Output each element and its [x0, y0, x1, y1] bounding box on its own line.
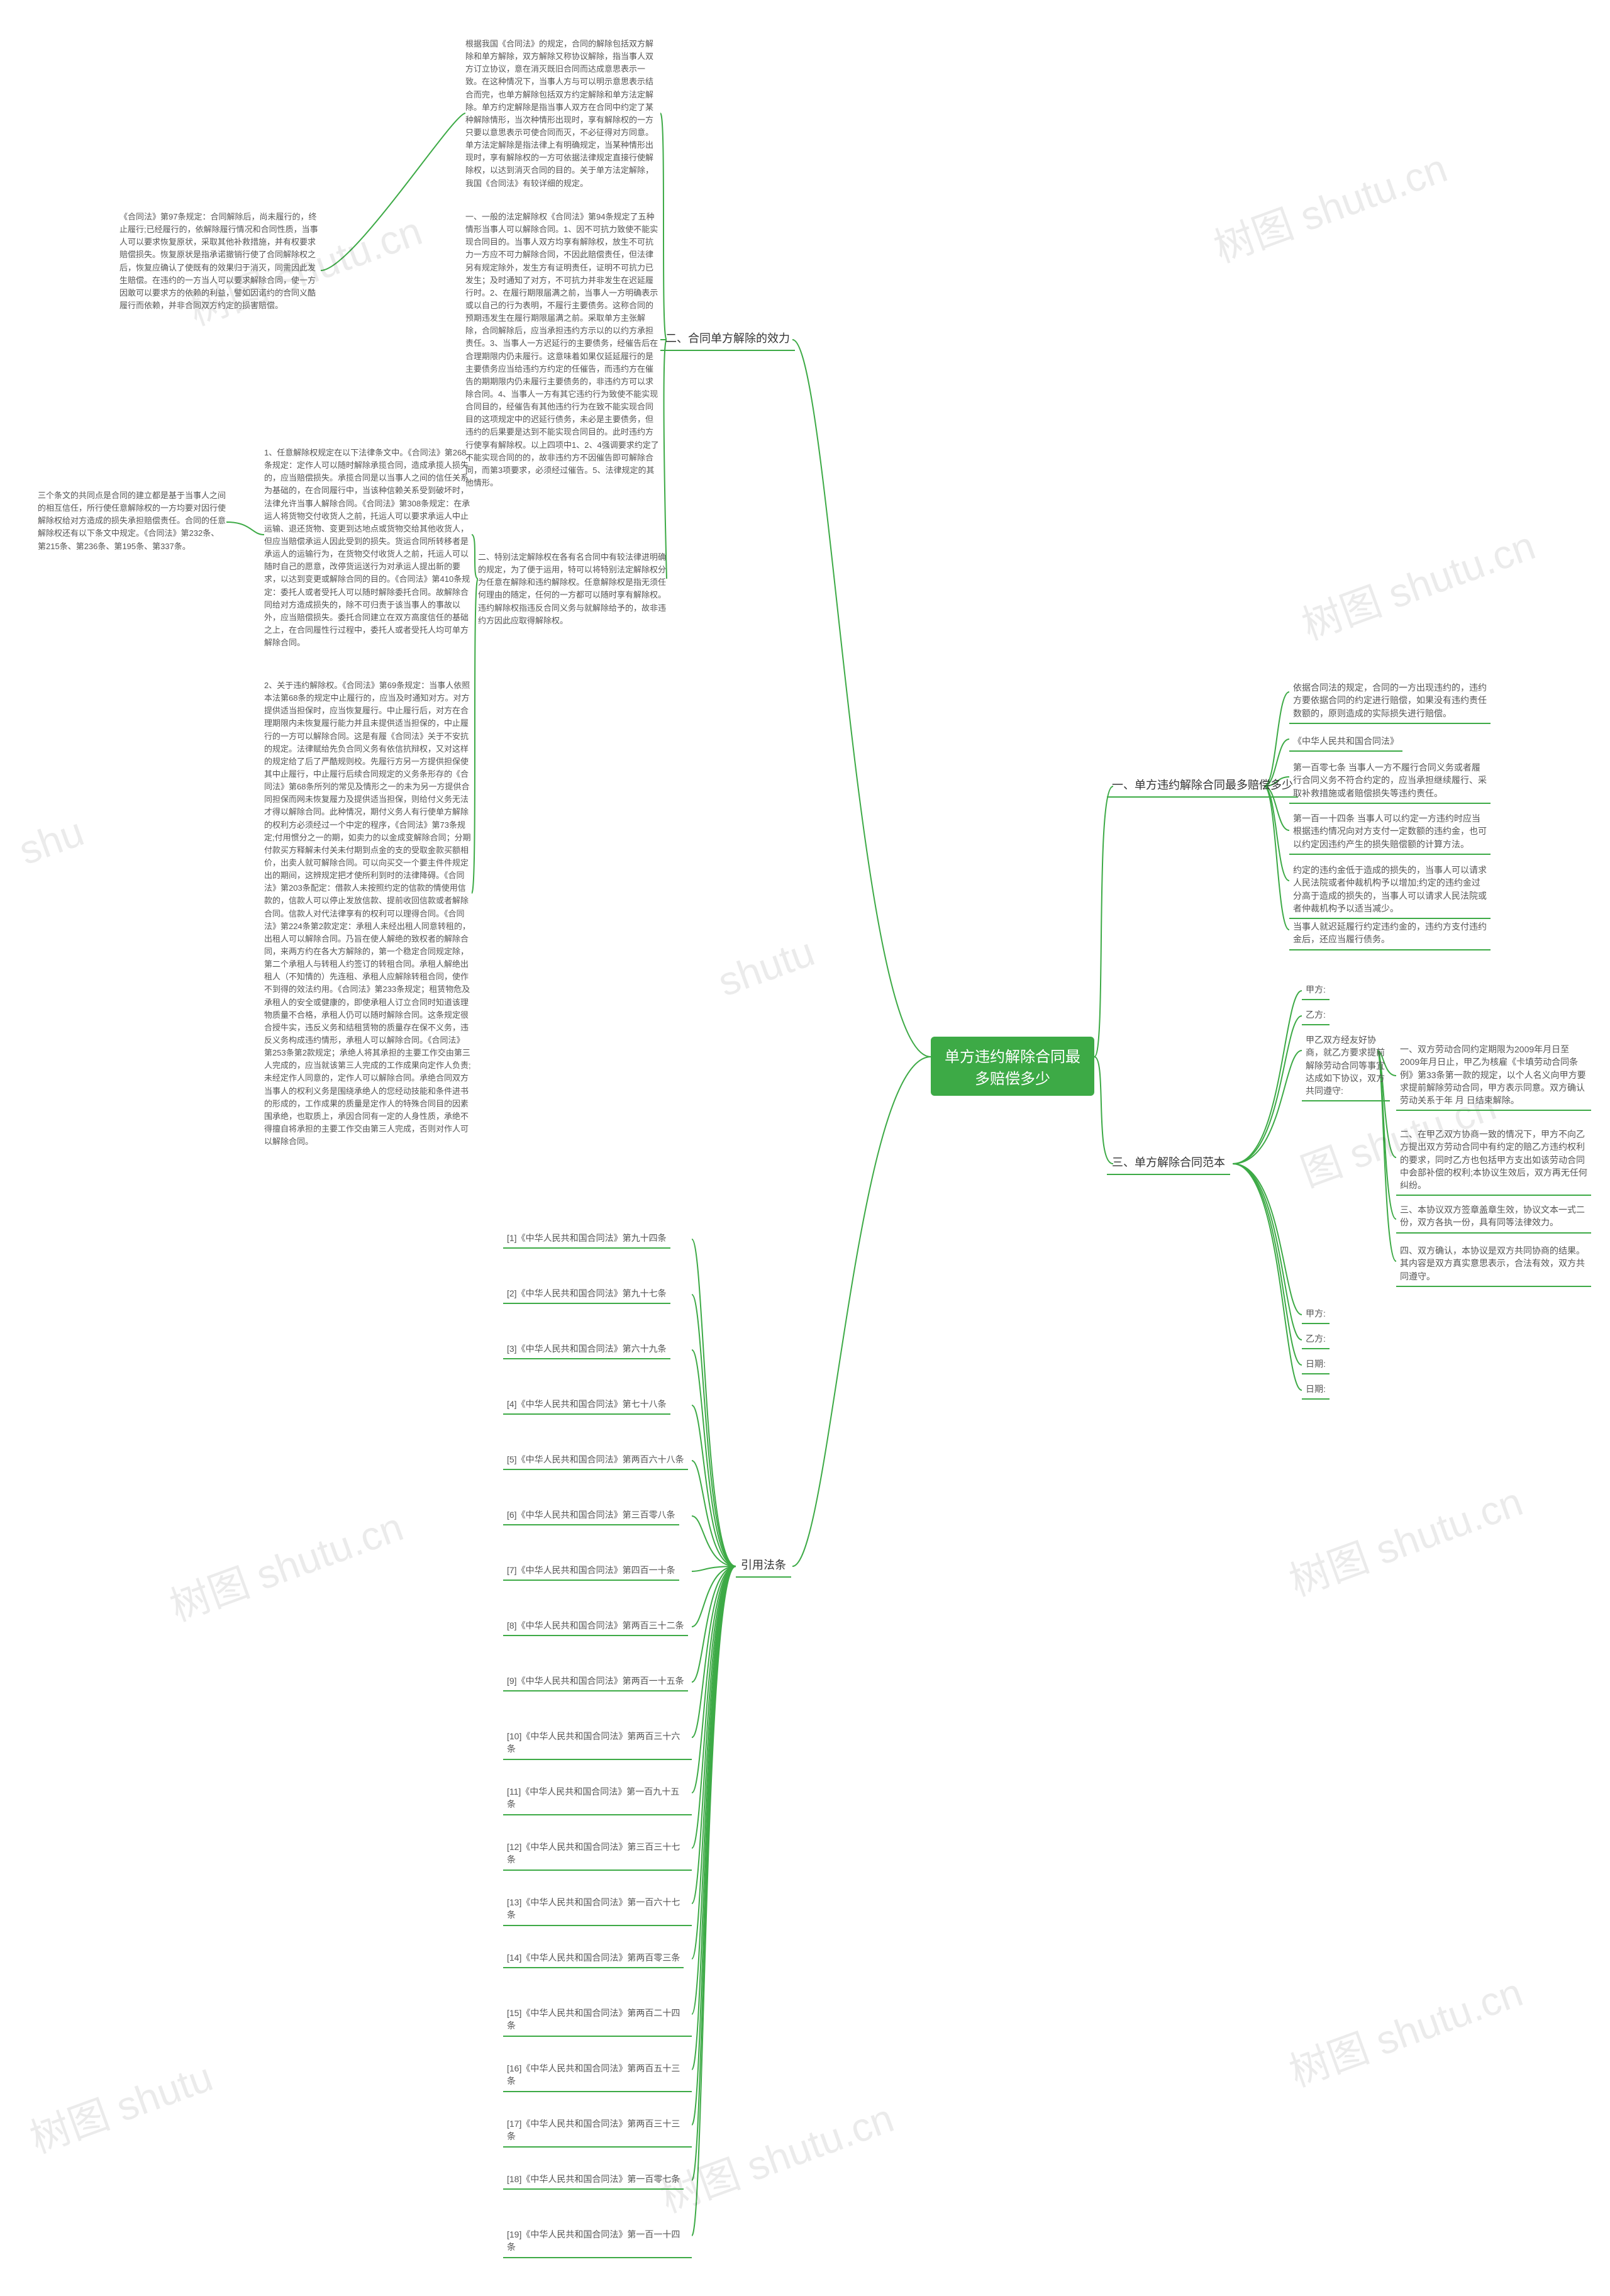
citation-item: [17]《中华人民共和国合同法》第两百三十三条 [503, 2115, 692, 2148]
leaf-b1: 依据合同法的规定，合同的一方出现违约的，违约方要依据合同的约定进行赔偿，如果没有… [1289, 679, 1491, 724]
citation-item: [6]《中华人民共和国合同法》第三百零八条 [503, 1507, 679, 1525]
citation-item: [7]《中华人民共和国合同法》第四百一十条 [503, 1562, 679, 1581]
branch-b4: 引用法条 [736, 1554, 791, 1578]
citation-item: [18]《中华人民共和国合同法》第一百零七条 [503, 2171, 684, 2190]
citation-item: [4]《中华人民共和国合同法》第七十八条 [503, 1396, 670, 1415]
leaf-b3-sub: 二、在甲乙双方协商一致的情况下，甲方不向乙方提出双方劳动合同中有约定的赔乙方违约… [1396, 1126, 1591, 1196]
citation-item: [2]《中华人民共和国合同法》第九十七条 [503, 1285, 670, 1304]
block-b2-97: 《合同法》第97条规定：合同解除后，尚未履行的，终止履行;已经履行的，依解除履行… [119, 211, 321, 312]
center-node: 单方违约解除合同最多赔偿多少 [931, 1037, 1094, 1096]
watermark: 树图 shutu.cn [1293, 513, 1542, 651]
citation-item: [9]《中华人民共和国合同法》第两百一十五条 [503, 1673, 688, 1691]
citation-item: [10]《中华人民共和国合同法》第两百三十六条 [503, 1728, 692, 1760]
watermark: 树图 shutu.cn [1280, 1469, 1530, 1607]
leaf-b3-sub: 四、双方确认，本协议是双方共同协商的结果。其内容是双方真实意思表示，合法有效，双… [1396, 1242, 1591, 1287]
leaf-b3: 甲方: [1302, 981, 1330, 1000]
block-b2-num2: 2、关于违约解除权。《合同法》第69条规定：当事人依照本法第68条的规定中止履行… [264, 679, 472, 1148]
block-b2-three: 三个条文的共同点是合同的建立都是基于当事人之间的相互信任，所行使任意解除权的一方… [38, 489, 226, 553]
watermark: shutu [712, 928, 820, 1005]
block-b2-long: 根据我国《合同法》的规定，合同的解除包括双方解除和单方解除，双方解除又称协议解除… [465, 38, 660, 190]
citation-item: [11]《中华人民共和国合同法》第一百九十五条 [503, 1783, 692, 1815]
block-b2-num1: 1、任意解除权规定在以下法律条文中。《合同法》第268条规定：定作人可以随时解除… [264, 447, 472, 649]
watermark: 树图 shutu [21, 2045, 219, 2165]
leaf-b3: 甲方: [1302, 1305, 1330, 1324]
citation-item: [1]《中华人民共和国合同法》第九十四条 [503, 1230, 670, 1249]
leaf-b3: 甲乙双方经友好协商，就乙方要求提前解除劳动合同等事宜达成如下协议，双方共同遵守: [1302, 1032, 1390, 1101]
leaf-b1: 《中华人民共和国合同法》 [1289, 733, 1402, 752]
leaf-b3-sub: 三、本协议双方签章盖章生效，协议文本一式二份，双方各执一份，具有同等法律效力。 [1396, 1201, 1591, 1234]
leaf-b3: 乙方: [1302, 1006, 1330, 1025]
watermark: 树图 shutu.cn [652, 2086, 901, 2224]
citation-item: [15]《中华人民共和国合同法》第两百二十四条 [503, 2005, 692, 2037]
citation-item: [14]《中华人民共和国合同法》第两百零三条 [503, 1949, 684, 1968]
leaf-b1: 约定的违约金低于造成的损失的，当事人可以请求人民法院或者仲裁机构予以增加;约定的… [1289, 862, 1491, 919]
watermark: 树图 shutu.cn [1280, 1960, 1530, 2098]
branch-b3: 三、单方解除合同范本 [1107, 1151, 1230, 1175]
block-b2-long: 一、一般的法定解除权《合同法》第94条规定了五种情形当事人可以解除合同。1、因不… [465, 211, 660, 489]
block-b2-special: 二、特别法定解除权在各有名合同中有较法律进明确的规定，为了便于运用，特可以将特别… [478, 551, 667, 627]
citation-item: [16]《中华人民共和国合同法》第两百五十三条 [503, 2060, 692, 2092]
leaf-b3-sub: 一、双方劳动合同约定期限为2009年月日至2009年月日止，甲乙为核雇《卡填劳动… [1396, 1041, 1591, 1111]
leaf-b1: 第一百零七条 当事人一方不履行合同义务或者履行合同义务不符合约定的，应当承担继续… [1289, 759, 1491, 804]
leaf-b3: 日期: [1302, 1356, 1330, 1374]
connector-lines [0, 0, 1610, 2296]
leaf-b3: 日期: [1302, 1381, 1330, 1400]
watermark: shu [13, 808, 89, 874]
leaf-b1: 第一百一十四条 当事人可以约定一方违约时应当根据违约情况向对方支付一定数额的违约… [1289, 810, 1491, 855]
leaf-b3: 乙方: [1302, 1330, 1330, 1349]
citation-item: [13]《中华人民共和国合同法》第一百六十七条 [503, 1894, 692, 1926]
watermark: 树图 shutu.cn [161, 1495, 410, 1632]
citation-item: [3]《中华人民共和国合同法》第六十九条 [503, 1340, 670, 1359]
branch-b2: 二、合同单方解除的效力 [660, 327, 795, 351]
leaf-b1: 当事人就迟延履行约定违约金的，违约方支付违约金后，还应当履行债务。 [1289, 918, 1491, 950]
citation-item: [5]《中华人民共和国合同法》第两百六十八条 [503, 1451, 688, 1470]
watermark: 树图 shutu.cn [1205, 136, 1454, 274]
citation-item: [19]《中华人民共和国合同法》第一百一十四条 [503, 2226, 692, 2258]
citation-item: [8]《中华人民共和国合同法》第两百三十二条 [503, 1617, 688, 1636]
citation-item: [12]《中华人民共和国合同法》第三百三十七条 [503, 1839, 692, 1871]
branch-b1: 一、单方违约解除合同最多赔偿多少 [1107, 774, 1298, 798]
